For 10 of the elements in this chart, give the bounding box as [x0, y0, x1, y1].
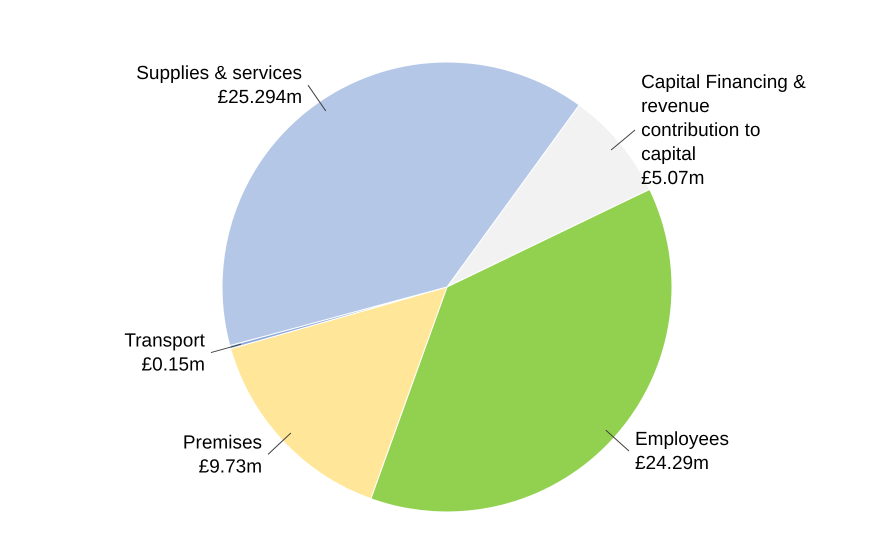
slice-label: Premises [182, 432, 262, 454]
slice-label: Transport [124, 330, 206, 352]
data-label: £24.29m [634, 453, 709, 474]
data-label: £25.294m [218, 87, 302, 108]
slice-label: Supplies & services [136, 63, 302, 84]
slice-label: Capital Financing & revenue contribution to capital [641, 72, 806, 165]
data-label: £0.15m [142, 354, 205, 376]
data-label: £9.73m [198, 456, 262, 478]
data-label: £5.07m [641, 168, 704, 189]
slice-label: Employees [634, 429, 729, 450]
